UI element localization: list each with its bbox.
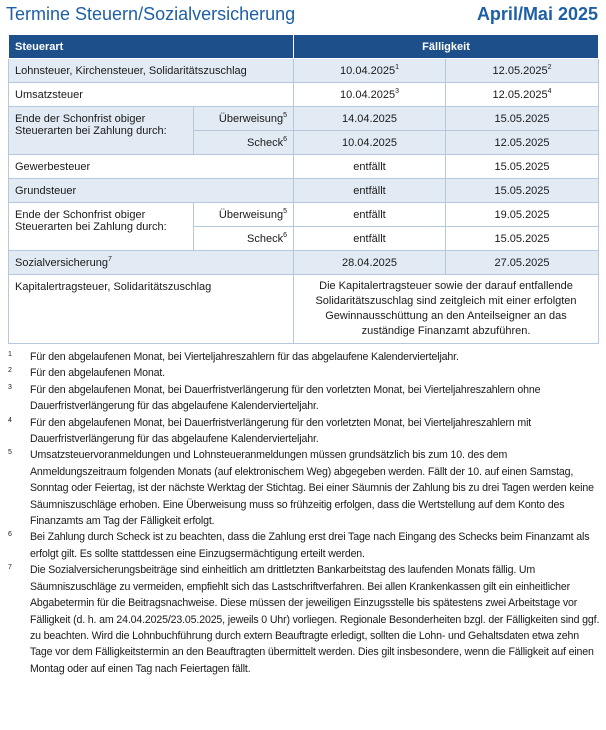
- tax-type: Umsatzsteuer: [7, 82, 295, 107]
- due-date: entfällt: [293, 202, 447, 227]
- footnote: 2 Für den abgelaufenen Monat.: [8, 365, 602, 381]
- footnote-text: Bei Zahlung durch Scheck ist zu beachten…: [30, 531, 590, 560]
- header: Termine Steuern/Sozialversicherung April…: [0, 0, 606, 34]
- due-date: 15.05.2025: [445, 154, 600, 179]
- due-date: 19.05.2025: [445, 202, 600, 227]
- tax-table: Steuerart Fälligkeit Lohnsteuer, Kirchen…: [7, 34, 600, 344]
- due-date: 15.05.2025: [445, 106, 600, 131]
- footnotes: 1 Für den abgelaufenen Monat, bei Viertel…: [8, 349, 602, 677]
- note: 6: [283, 231, 288, 239]
- tax-type: Grundsteuer: [7, 178, 295, 203]
- tax-type: Ende der Schonfrist obiger Steuerarten b…: [8, 106, 194, 155]
- due-date: 27.05.2025: [445, 250, 600, 275]
- footnote-mark: 6: [8, 531, 12, 539]
- footnote-text: Für den abgelaufenen Monat.: [30, 367, 165, 380]
- row: Umsatzsteuer 10.04.20253 12.05.20254: [7, 82, 600, 107]
- tax-type: Lohnsteuer, Kirchensteuer, Solidaritätsz…: [7, 58, 295, 83]
- row: Scheck6 10.04.2025 12.05.2025: [9, 130, 600, 155]
- footnote-text: Umsatzsteuervoranmeldungen und Lohnsteue…: [30, 449, 594, 528]
- due-date: entfällt: [293, 154, 447, 179]
- row: Sozialversicherung7 28.04.2025 27.05.202…: [7, 250, 600, 275]
- due-date: 14.04.2025: [293, 106, 447, 131]
- due-date: 10.04.20253: [293, 82, 447, 107]
- note: 7: [107, 255, 112, 263]
- due-date: 12.05.2025: [445, 130, 600, 155]
- method: Überweisung5: [192, 106, 295, 131]
- column-header: Steuerart: [7, 34, 295, 59]
- footnote-text: Für den abgelaufenen Monat, bei Dauerfri…: [30, 416, 532, 446]
- row: Kapitalertragsteuer, Solidaritätszuschla…: [7, 274, 600, 344]
- due-date: entfällt: [293, 178, 447, 203]
- note: 5: [283, 207, 288, 215]
- note: 5: [283, 111, 288, 119]
- method-name: Scheck: [247, 232, 284, 245]
- tax-type: Sozialversicherung7: [7, 250, 295, 275]
- date: 10.04.2025: [340, 64, 396, 77]
- due-date: 12.05.20254: [445, 82, 600, 107]
- footnote: 5 Umsatzsteuervoranmeldungen und Lohnsteu…: [8, 447, 602, 529]
- footnote: 6 Bei Zahlung durch Scheck ist zu beachte…: [8, 529, 602, 562]
- footnote-text: Für den abgelaufenen Monat, bei Viertelj…: [30, 351, 459, 363]
- due-date: 15.05.2025: [445, 226, 600, 251]
- note: 4: [547, 87, 552, 95]
- due-date: 10.04.20251: [293, 58, 447, 83]
- footnote: 4 Für den abgelaufenen Monat, bei Dauerfr…: [8, 415, 602, 448]
- due-date: 15.05.2025: [445, 178, 600, 203]
- method-name: Scheck: [247, 136, 284, 149]
- note: 3: [395, 87, 399, 95]
- tax-type: Gewerbesteuer: [7, 154, 295, 179]
- due-date: 12.05.20252: [445, 58, 600, 83]
- footnote: 7 Die Sozialversicherungsbeiträge sind ei…: [8, 562, 602, 677]
- footnote-mark: 1: [8, 351, 12, 358]
- title: Termine Steuern/Sozialversicherung: [6, 4, 296, 24]
- footnote-mark: 2: [8, 367, 12, 375]
- method-name: Überweisung: [218, 112, 284, 125]
- row: Lohnsteuer, Kirchensteuer, Solidaritätsz…: [7, 58, 600, 83]
- due-date: 28.04.2025: [293, 250, 447, 275]
- tax-type: Ende der Schonfrist obiger Steuerarten b…: [8, 202, 194, 251]
- row: Ende der Schonfrist obiger Steuerarten b…: [8, 106, 600, 155]
- footnote-mark: 3: [8, 383, 12, 391]
- row: Gewerbesteuer entfällt 15.05.2025: [7, 154, 600, 179]
- footnote: 1 Für den abgelaufenen Monat, bei Viertel…: [8, 349, 602, 365]
- row: Scheck6 entfällt 15.05.2025: [9, 226, 600, 251]
- due-date: entfällt: [293, 226, 447, 251]
- tax-type: Kapitalertragsteuer, Solidaritätszuschla…: [7, 274, 295, 344]
- label: Sozialversicherung: [15, 256, 108, 269]
- due-date: 10.04.2025: [293, 130, 447, 155]
- remark: Die Kapitalertragsteuer sowie der darauf…: [293, 274, 600, 344]
- date: 12.05.2025: [492, 64, 548, 77]
- footnote-mark: 5: [8, 449, 12, 457]
- column-header: Fälligkeit: [293, 34, 600, 59]
- method-name: Überweisung: [218, 208, 284, 221]
- footnote-mark: 7: [8, 564, 12, 572]
- row: Grundsteuer entfällt 15.05.2025: [7, 178, 600, 203]
- header-row: Steuerart Fälligkeit: [7, 34, 600, 59]
- footnote-text: Die Sozialversicherungsbeiträge sind ein…: [30, 564, 600, 675]
- note: 6: [283, 135, 288, 143]
- footnote-mark: 4: [8, 416, 12, 424]
- method: Scheck6: [192, 130, 295, 155]
- method: Scheck6: [192, 226, 295, 251]
- note: 2: [547, 63, 552, 71]
- date: 10.04.2025: [340, 88, 396, 101]
- note: 1: [395, 63, 399, 71]
- footnote-text: Für den abgelaufenen Monat, bei Dauerfri…: [30, 383, 541, 413]
- method: Überweisung5: [192, 202, 295, 227]
- date: 12.05.2025: [492, 88, 548, 101]
- footnote: 3 Für den abgelaufenen Monat, bei Dauerfr…: [8, 382, 602, 415]
- row: Ende der Schonfrist obiger Steuerarten b…: [8, 202, 600, 251]
- period: April/Mai 2025: [476, 4, 598, 24]
